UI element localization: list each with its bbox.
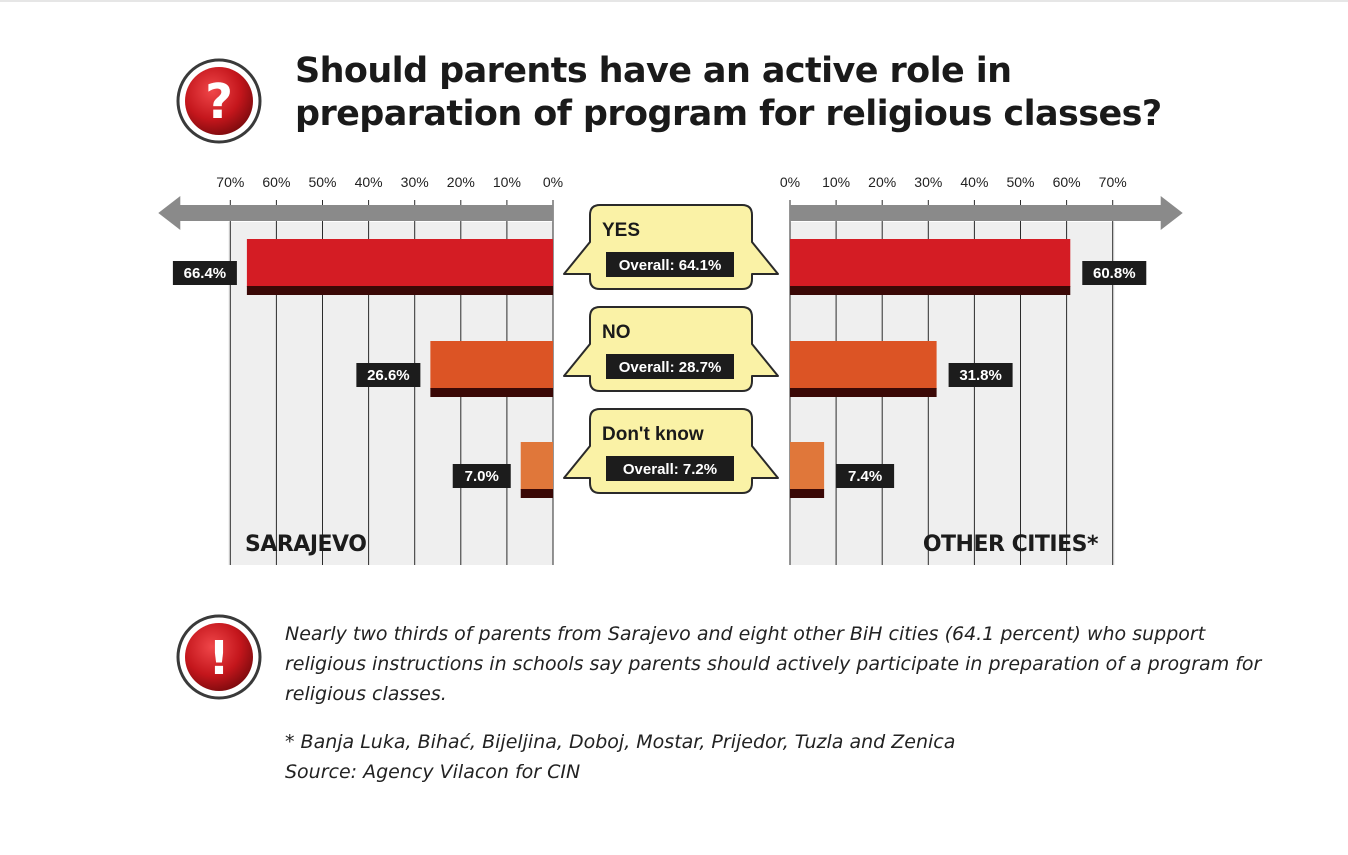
bar-shadow bbox=[790, 489, 825, 498]
tick-label-right: 0% bbox=[780, 174, 800, 190]
tick-label-right: 60% bbox=[1053, 174, 1081, 190]
bar-sarajevo-0 bbox=[246, 239, 553, 287]
tick-label-right: 40% bbox=[960, 174, 988, 190]
tick-label-right: 50% bbox=[1006, 174, 1034, 190]
question-mark-icon: ? bbox=[176, 58, 262, 144]
tick-label-right: 30% bbox=[914, 174, 942, 190]
bar-shadow bbox=[430, 388, 553, 397]
value-label-box bbox=[836, 464, 895, 488]
tick-label-left: 40% bbox=[355, 174, 383, 190]
value-label: 7.0% bbox=[465, 468, 499, 485]
right-axis-arrow bbox=[790, 196, 1183, 230]
bar-other-1 bbox=[790, 341, 937, 389]
value-label: 26.6% bbox=[367, 367, 410, 384]
tick-label-left: 10% bbox=[493, 174, 521, 190]
title-line-2: preparation of program for religious cla… bbox=[295, 94, 1162, 134]
value-label: 31.8% bbox=[959, 367, 1002, 384]
left-axis-arrow bbox=[158, 196, 554, 230]
source-line: Source: Agency Vilacon for CIN bbox=[285, 761, 581, 783]
tick-label-left: 20% bbox=[447, 174, 475, 190]
bar-other-0 bbox=[790, 239, 1071, 287]
bar-shadow bbox=[520, 489, 553, 498]
bar-sarajevo-1 bbox=[430, 341, 553, 389]
tick-label-right: 10% bbox=[822, 174, 850, 190]
overall-label-box bbox=[606, 354, 734, 379]
overall-label: Overall: 64.1% bbox=[619, 257, 722, 274]
value-label-box bbox=[948, 363, 1013, 387]
tick-label-right: 70% bbox=[1099, 174, 1127, 190]
butterfly-bar-chart: 0% 0% 10% 10% 20% 20% 30% 30% 40% 40% 50% 50% 60% 60%… bbox=[158, 174, 1183, 565]
bar-other-2 bbox=[790, 442, 825, 490]
value-label-box bbox=[452, 464, 511, 488]
category-label: Don't know bbox=[602, 424, 704, 445]
other-cities-label: OTHER CITIES* bbox=[923, 532, 1099, 557]
svg-text:!: ! bbox=[209, 631, 230, 685]
value-label: 60.8% bbox=[1093, 265, 1136, 282]
tick-label-right: 20% bbox=[868, 174, 896, 190]
footnote-block: * Banja Luka, Bihać, Bijeljina, Doboj, M… bbox=[285, 727, 1265, 787]
bar-sarajevo-2 bbox=[520, 442, 553, 490]
tick-label-left: 60% bbox=[262, 174, 290, 190]
bar-shadow bbox=[790, 388, 937, 397]
svg-text:?: ? bbox=[205, 74, 233, 130]
sarajevo-label: SARAJEVO bbox=[245, 532, 366, 557]
value-label: 7.4% bbox=[848, 468, 882, 485]
tick-label-left: 70% bbox=[216, 174, 244, 190]
category-label: NO bbox=[602, 322, 631, 343]
top-border bbox=[0, 0, 1348, 2]
overall-label-box bbox=[606, 456, 734, 481]
tick-label-left: 30% bbox=[401, 174, 429, 190]
overall-label: Overall: 7.2% bbox=[623, 461, 717, 478]
category-label: YES bbox=[602, 220, 640, 241]
overall-label-box bbox=[606, 252, 734, 277]
value-label-box bbox=[356, 363, 421, 387]
value-label: 66.4% bbox=[184, 265, 227, 282]
tick-label-left: 0% bbox=[543, 174, 563, 190]
bar-shadow bbox=[246, 286, 553, 295]
chart-title: Should parents have an active role in pr… bbox=[295, 50, 1315, 136]
overall-label: Overall: 28.7% bbox=[619, 359, 722, 376]
footnote-cities: * Banja Luka, Bihać, Bijeljina, Doboj, M… bbox=[285, 731, 956, 753]
value-label-box bbox=[172, 261, 237, 285]
value-label-box bbox=[1082, 261, 1147, 285]
summary-note: Nearly two thirds of parents from Saraje… bbox=[285, 623, 1262, 705]
bar-shadow bbox=[790, 286, 1071, 295]
tick-label-left: 50% bbox=[308, 174, 336, 190]
title-line-1: Should parents have an active role in bbox=[295, 51, 1012, 91]
exclamation-icon: ! bbox=[176, 614, 262, 700]
